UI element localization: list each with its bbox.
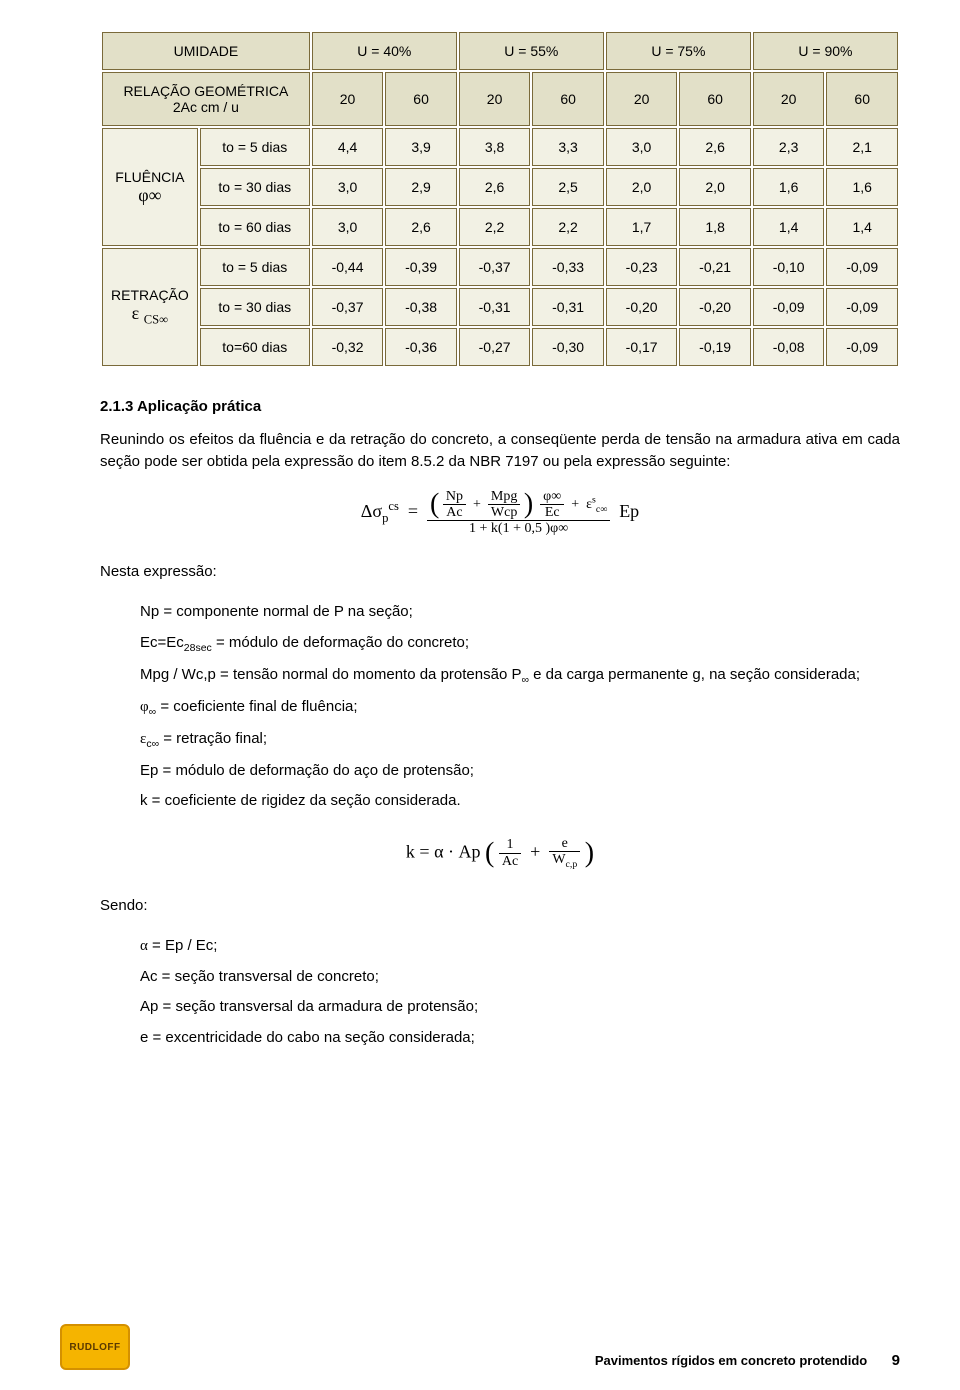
rel-v2: 20: [459, 72, 531, 126]
definitions-list-1: Np = componente normal de P na seção; Ec…: [140, 598, 900, 815]
re-r0-4: -0,23: [606, 248, 678, 286]
sendo-label: Sendo:: [100, 895, 900, 917]
rel-v3: 60: [532, 72, 604, 126]
section-heading: 2.1.3 Aplicação prática: [100, 398, 900, 415]
re-r0-7: -0,09: [826, 248, 898, 286]
re-r2-6: -0,08: [753, 328, 825, 366]
footer-right: Pavimentos rígidos em concreto protendid…: [595, 1352, 900, 1370]
fl-r2-2: 2,2: [459, 208, 531, 246]
def1-0: Np = componente normal de P na seção;: [140, 598, 900, 627]
retracao-label: RETRAÇÃO ε CS∞: [102, 248, 198, 366]
th-u90: U = 90%: [753, 32, 898, 70]
def1-2: Mpg / Wc,p = tensão normal do momento da…: [140, 661, 900, 691]
fl-r2-5: 1,8: [679, 208, 751, 246]
re-r1-1: -0,38: [385, 288, 457, 326]
paragraph-1: Reunindo os efeitos da fluência e da ret…: [100, 429, 900, 473]
re-r1-6: -0,09: [753, 288, 825, 326]
nesta-expressao: Nesta expressão:: [100, 561, 900, 583]
th-u55: U = 55%: [459, 32, 604, 70]
th-u40: U = 40%: [312, 32, 457, 70]
def1-4: εc∞ = retração final;: [140, 725, 900, 755]
re-r1-0: -0,37: [312, 288, 384, 326]
coefficients-table: UMIDADE U = 40% U = 55% U = 75% U = 90% …: [100, 30, 900, 368]
fl-r0-3: 3,3: [532, 128, 604, 166]
def1-5: Ep = módulo de deformação do aço de prot…: [140, 757, 900, 786]
fl-r1-5: 2,0: [679, 168, 751, 206]
re-r2-5: -0,19: [679, 328, 751, 366]
re-r1-4: -0,20: [606, 288, 678, 326]
rel-v1: 60: [385, 72, 457, 126]
fl-r0-0: 4,4: [312, 128, 384, 166]
fl-r2-l: to = 60 dias: [200, 208, 310, 246]
fl-r0-7: 2,1: [826, 128, 898, 166]
fl-r1-l: to = 30 dias: [200, 168, 310, 206]
fluencia-label: FLUÊNCIA φ∞: [102, 128, 198, 246]
re-r0-6: -0,10: [753, 248, 825, 286]
re-r1-2: -0,31: [459, 288, 531, 326]
re-r2-l: to=60 dias: [200, 328, 310, 366]
rel-v4: 20: [606, 72, 678, 126]
fl-r2-1: 2,6: [385, 208, 457, 246]
fl-r0-l: to = 5 dias: [200, 128, 310, 166]
th-relation: RELAÇÃO GEOMÉTRICA 2Ac cm / u: [102, 72, 310, 126]
fluencia-text: FLUÊNCIA: [111, 169, 189, 185]
def2-2: Ap = seção transversal da armadura de pr…: [140, 993, 900, 1022]
re-r2-1: -0,36: [385, 328, 457, 366]
fl-r1-4: 2,0: [606, 168, 678, 206]
def2-1: Ac = seção transversal de concreto;: [140, 963, 900, 992]
fl-r1-1: 2,9: [385, 168, 457, 206]
re-r2-0: -0,32: [312, 328, 384, 366]
fl-r0-2: 3,8: [459, 128, 531, 166]
fl-r1-2: 2,6: [459, 168, 531, 206]
re-r0-2: -0,37: [459, 248, 531, 286]
def1-1: Ec=Ec28sec = módulo de deformação do con…: [140, 629, 900, 659]
rel-v0: 20: [312, 72, 384, 126]
rel-v5: 60: [679, 72, 751, 126]
fl-r0-6: 2,3: [753, 128, 825, 166]
re-r2-7: -0,09: [826, 328, 898, 366]
re-r2-3: -0,30: [532, 328, 604, 366]
def1-6: k = coeficiente de rigidez da seção cons…: [140, 787, 900, 816]
def2-0: α = Ep / Ec;: [140, 932, 900, 961]
fluencia-symbol: φ∞: [111, 185, 189, 206]
formula-k: k = α · Ap ( 1Ac + eWc,p ): [100, 836, 900, 871]
th-umidade: UMIDADE: [102, 32, 310, 70]
fl-r2-6: 1,4: [753, 208, 825, 246]
fl-r2-0: 3,0: [312, 208, 384, 246]
fl-r1-6: 1,6: [753, 168, 825, 206]
re-r0-5: -0,21: [679, 248, 751, 286]
def1-3: φ∞ = coeficiente final de fluência;: [140, 693, 900, 723]
re-r2-2: -0,27: [459, 328, 531, 366]
fl-r1-3: 2,5: [532, 168, 604, 206]
re-r1-5: -0,20: [679, 288, 751, 326]
re-r2-4: -0,17: [606, 328, 678, 366]
th-u75: U = 75%: [606, 32, 751, 70]
fl-r1-0: 3,0: [312, 168, 384, 206]
footer-title: Pavimentos rígidos em concreto protendid…: [595, 1353, 867, 1368]
retracao-text: RETRAÇÃO: [111, 287, 189, 303]
re-r1-3: -0,31: [532, 288, 604, 326]
fl-r0-1: 3,9: [385, 128, 457, 166]
retracao-symbol: ε CS∞: [111, 303, 189, 328]
page-number: 9: [892, 1352, 900, 1369]
re-r0-3: -0,33: [532, 248, 604, 286]
formula-delta-sigma: Δσpcs = ( NpAc + MpgWcp ) φ∞Ec + εsc∞ 1 …: [100, 489, 900, 537]
re-r0-l: to = 5 dias: [200, 248, 310, 286]
fl-r2-3: 2,2: [532, 208, 604, 246]
re-r1-l: to = 30 dias: [200, 288, 310, 326]
fl-r1-7: 1,6: [826, 168, 898, 206]
re-r0-1: -0,39: [385, 248, 457, 286]
re-r1-7: -0,09: [826, 288, 898, 326]
logo-icon: RUDLOFF: [60, 1324, 130, 1370]
fl-r2-4: 1,7: [606, 208, 678, 246]
rel-v7: 60: [826, 72, 898, 126]
rel-v6: 20: [753, 72, 825, 126]
page-footer: RUDLOFF Pavimentos rígidos em concreto p…: [60, 1324, 900, 1370]
def2-3: e = excentricidade do cabo na seção cons…: [140, 1024, 900, 1053]
fl-r0-5: 2,6: [679, 128, 751, 166]
definitions-list-2: α = Ep / Ec; Ac = seção transversal de c…: [140, 932, 900, 1052]
re-r0-0: -0,44: [312, 248, 384, 286]
fl-r2-7: 1,4: [826, 208, 898, 246]
fl-r0-4: 3,0: [606, 128, 678, 166]
